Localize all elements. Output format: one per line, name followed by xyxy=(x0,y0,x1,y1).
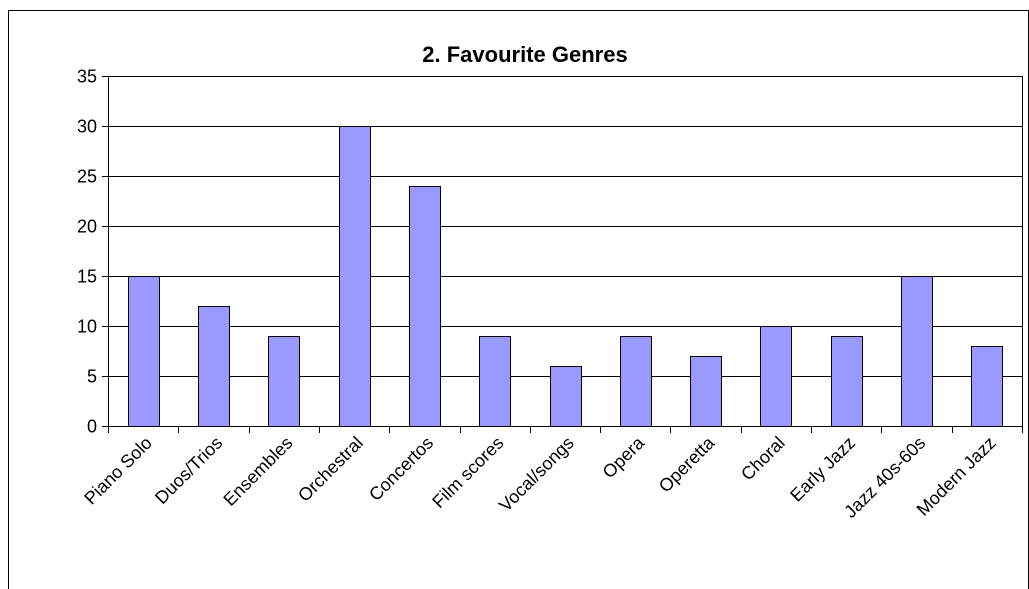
y-tick-label: 30 xyxy=(77,117,97,137)
x-category-label: Vocal/songs xyxy=(495,433,578,516)
chart-title: 2. Favourite Genres xyxy=(422,42,627,67)
bar xyxy=(409,186,441,427)
x-category-label: Concertos xyxy=(365,433,437,505)
x-category-label: Duos/Trios xyxy=(151,433,226,508)
bar xyxy=(690,356,722,427)
y-tick-label: 10 xyxy=(77,317,97,337)
bar xyxy=(831,336,863,427)
x-category-label: Opera xyxy=(599,432,649,482)
bar xyxy=(901,276,933,427)
gridlines xyxy=(108,76,1022,377)
x-tick-labels: Piano SoloDuos/TriosEnsemblesOrchestralC… xyxy=(80,432,999,522)
bar xyxy=(550,366,582,427)
bar xyxy=(128,276,160,427)
y-tick-label: 25 xyxy=(77,167,97,187)
bar xyxy=(620,336,652,427)
y-tick-label: 5 xyxy=(87,367,97,387)
y-tick-label: 20 xyxy=(77,217,97,237)
axes xyxy=(102,76,1023,433)
bar xyxy=(479,336,511,427)
bar xyxy=(760,326,792,427)
bar xyxy=(198,306,230,427)
x-category-label: Ensembles xyxy=(219,433,296,510)
x-category-label: Choral xyxy=(737,433,789,485)
x-category-label: Piano Solo xyxy=(80,433,156,509)
x-category-label: Orchestral xyxy=(294,433,367,506)
bar xyxy=(268,336,300,427)
bar xyxy=(339,126,371,427)
y-tick-labels: 0 5 10 15 20 25 30 35 xyxy=(77,67,97,437)
y-tick-label: 35 xyxy=(77,67,97,87)
x-category-label: Early Jazz xyxy=(786,433,859,506)
y-tick-label: 0 xyxy=(87,417,97,437)
x-category-label: Operetta xyxy=(655,432,719,496)
bar xyxy=(971,346,1003,427)
y-tick-label: 15 xyxy=(77,267,97,287)
